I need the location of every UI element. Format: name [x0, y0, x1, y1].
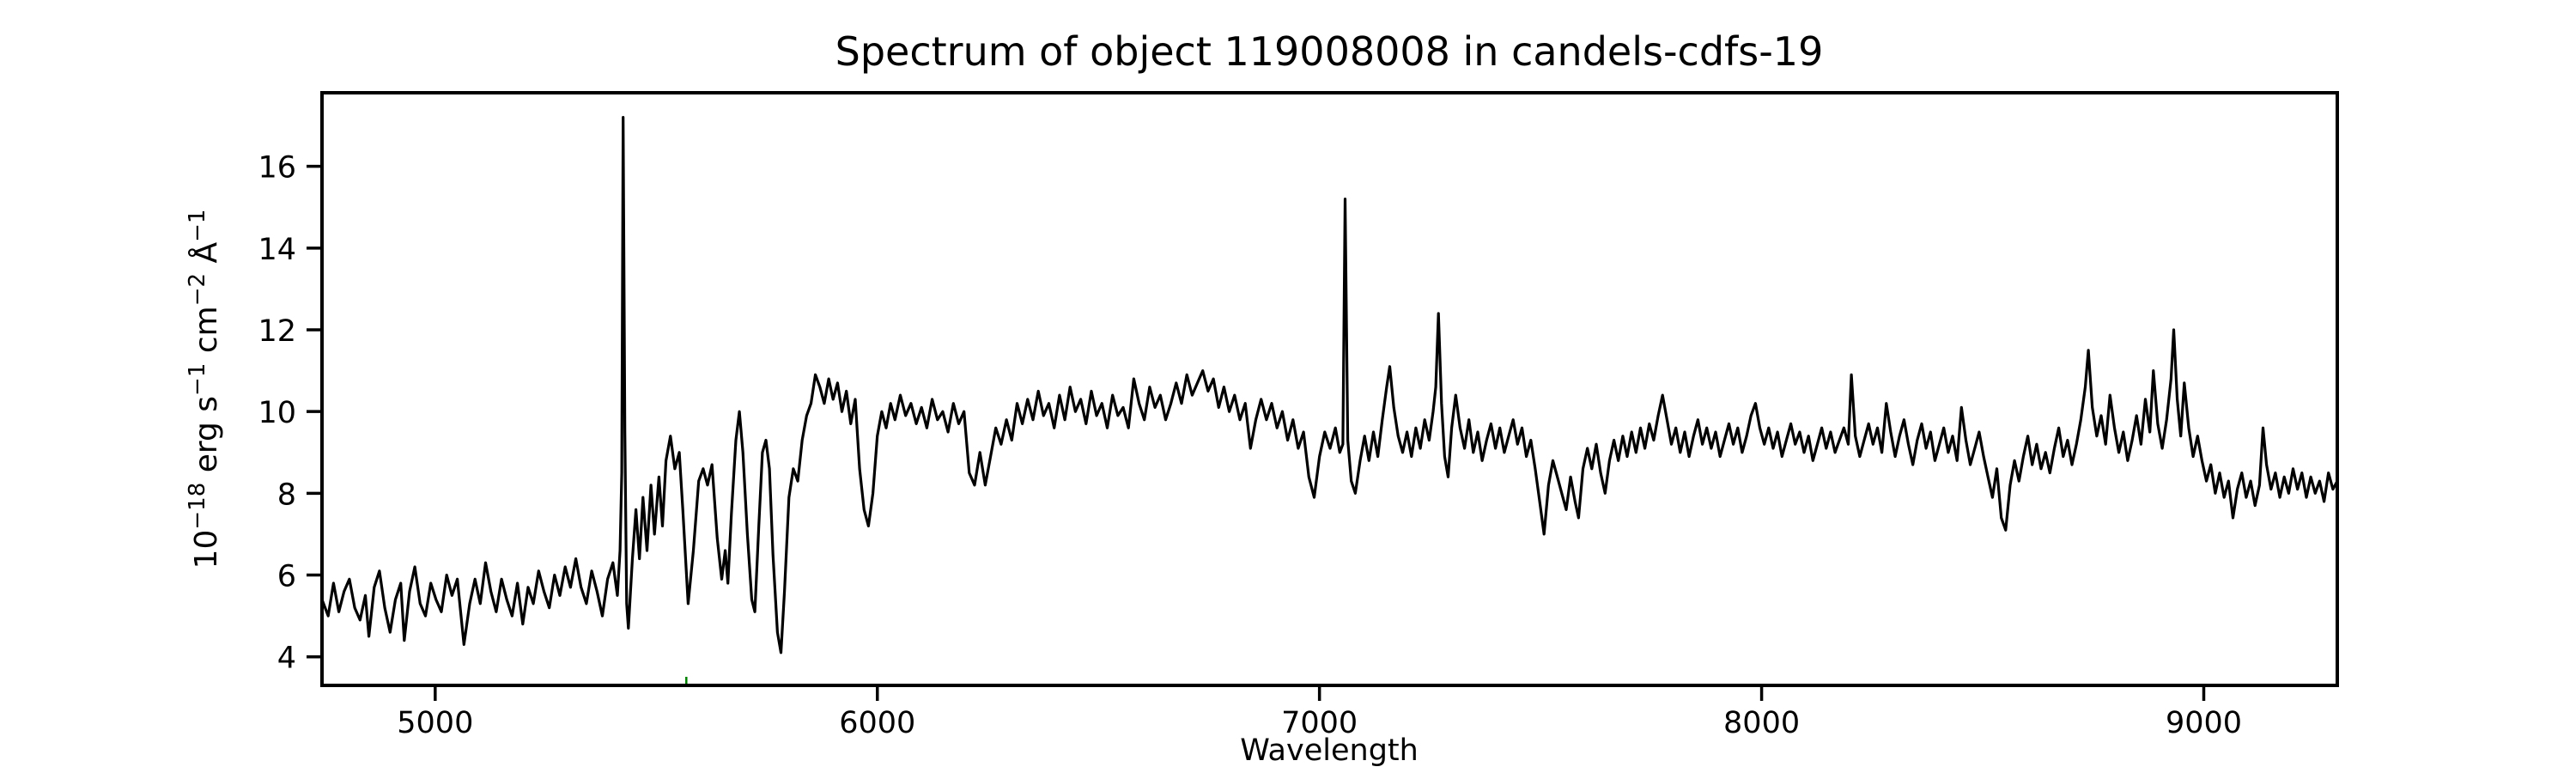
x-tick-label: 8000 [1723, 706, 1800, 740]
y-axis-label: 10−18 erg s−1 cm−2 Å−1 [185, 210, 224, 569]
y-tick-label: 10 [258, 396, 296, 430]
y-tick-label: 14 [258, 233, 296, 267]
y-tick-label: 4 [277, 642, 296, 676]
y-tick-label: 8 [277, 478, 296, 512]
x-axis-label: Wavelength [1240, 733, 1419, 768]
y-tick-label: 16 [258, 151, 296, 186]
spectrum-line [320, 116, 2339, 654]
plot-area [322, 93, 2337, 685]
x-axis-ticks: 5000 6000 7000 8000 9000 [397, 685, 2242, 740]
x-tick-label: 9000 [2166, 706, 2242, 740]
chart-title: Spectrum of object 119008008 in candels-… [835, 28, 1824, 75]
y-tick-label: 6 [277, 560, 296, 594]
x-tick-label: 6000 [839, 706, 915, 740]
x-tick-label: 5000 [397, 706, 473, 740]
y-tick-label: 12 [258, 314, 296, 349]
y-axis-ticks: 4 6 8 10 12 14 16 [258, 151, 322, 676]
axes-frame [320, 91, 2339, 687]
x-tick-label: 7000 [1281, 706, 1358, 740]
